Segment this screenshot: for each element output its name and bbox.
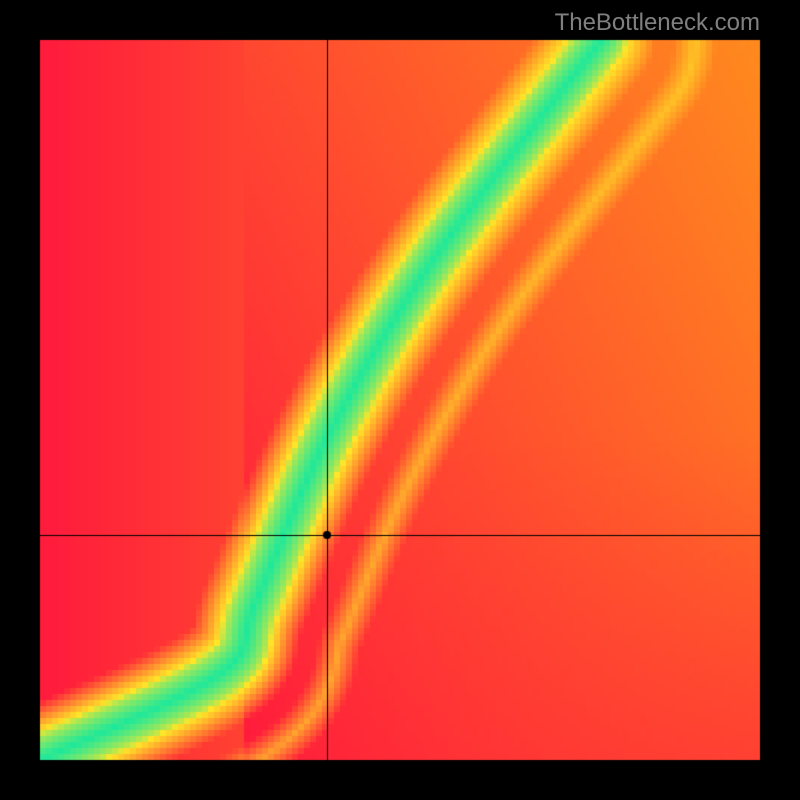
watermark-text: TheBottleneck.com <box>555 9 760 37</box>
heatmap-canvas <box>0 0 800 800</box>
chart-root: TheBottleneck.com <box>0 0 800 800</box>
